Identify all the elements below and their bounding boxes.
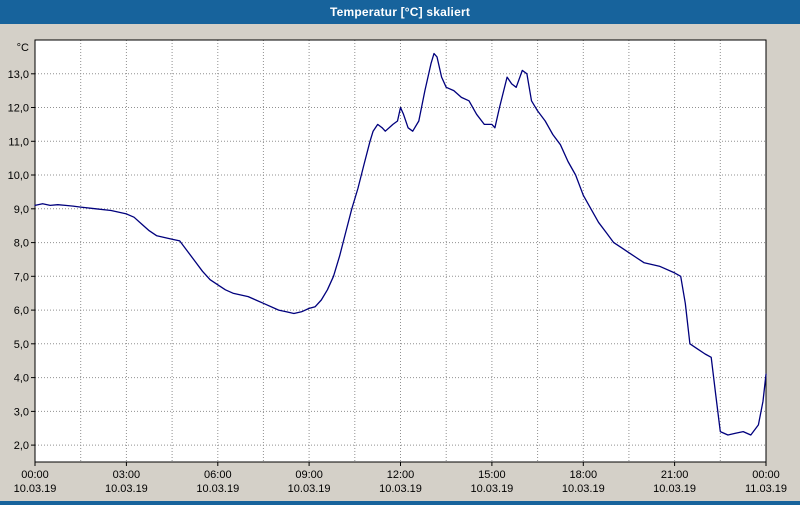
x-axis-time-label: 15:00 (478, 469, 506, 481)
x-axis-date-label: 10.03.19 (379, 483, 422, 495)
temperature-line-chart: 2,0 3,0 4,0 5,0 6,0 7,0 8,0 9,0 10,0 11,0 12,0 13,0… (8, 39, 787, 495)
window-bottom-border (0, 501, 800, 505)
y-axis-tick-label: 10,0 (8, 170, 29, 182)
x-axis-time-label: 18:00 (570, 469, 598, 481)
x-axis-time-label: 12:00 (387, 469, 415, 481)
y-axis-tick-label: 11,0 (8, 136, 29, 148)
x-axis-date-label: 10.03.19 (288, 483, 331, 495)
x-axis-time-label: 03:00 (113, 469, 141, 481)
x-axis-date-label: 11.03.19 (745, 483, 787, 495)
x-axis-date-label: 10.03.19 (196, 483, 239, 495)
y-axis-tick-label: 13,0 (8, 69, 29, 81)
y-axis-tick-label: 5,0 (14, 339, 29, 351)
y-axis-tick-label: 8,0 (14, 238, 29, 250)
x-axis-date-label: 10.03.19 (14, 483, 57, 495)
x-axis-date-label: 10.03.19 (653, 483, 696, 495)
window-title: Temperatur [°C] skaliert (329, 5, 471, 19)
y-axis-tick-label: 12,0 (8, 103, 29, 115)
y-axis-tick-label: 4,0 (14, 373, 29, 385)
x-axis-time-label: 06:00 (204, 469, 232, 481)
y-axis-tick-label: 6,0 (14, 305, 29, 317)
y-axis-tick-label: 7,0 (14, 271, 29, 283)
x-axis-time-label: 21:00 (661, 469, 689, 481)
y-axis-tick-label: 9,0 (14, 204, 29, 216)
chart-area: 2,0 3,0 4,0 5,0 6,0 7,0 8,0 9,0 10,0 11,0 12,0 13,0… (0, 24, 800, 501)
x-axis-time-label: 00:00 (752, 469, 780, 481)
x-axis-date-label: 10.03.19 (470, 483, 513, 495)
y-axis-tick-label: 3,0 (14, 406, 29, 418)
temperature-series-line (34, 52, 767, 436)
x-axis-date-label: 10.03.19 (105, 483, 148, 495)
x-axis-time-label: 00:00 (21, 469, 49, 481)
x-axis-date-label: 10.03.19 (562, 483, 605, 495)
y-axis-unit-label: °C (17, 42, 29, 54)
x-axis-time-label: 09:00 (295, 469, 323, 481)
y-axis-tick-label: 2,0 (14, 440, 29, 452)
window-titlebar: Temperatur [°C] skaliert (0, 0, 800, 24)
